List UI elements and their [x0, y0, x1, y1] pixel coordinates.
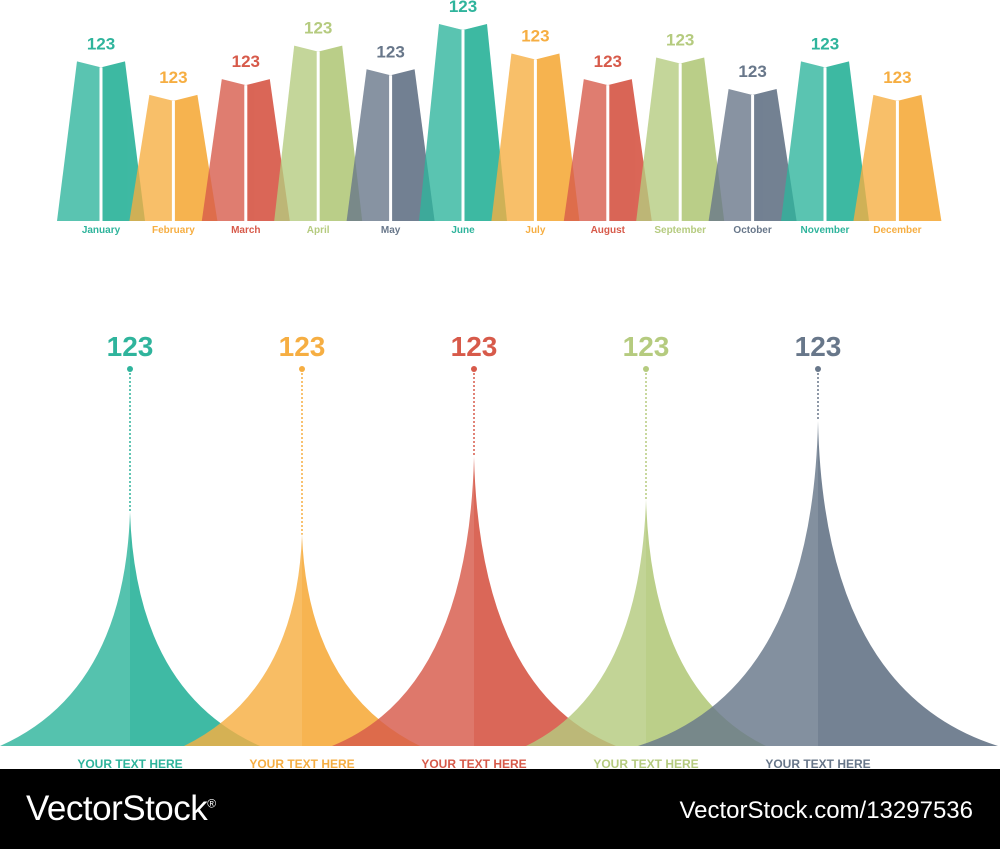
peak-shape-2 [184, 534, 420, 746]
bar-left-half [346, 69, 391, 221]
peak-leader-dot [299, 366, 305, 372]
peak-left-half [184, 534, 302, 746]
peak-right-half [474, 456, 616, 746]
month-value-label: 123 [883, 68, 911, 87]
peak-caption: YOUR TEXT HERE [421, 757, 526, 769]
month-value-label: 123 [304, 19, 332, 38]
month-bar-july [491, 53, 580, 221]
peak-shape-4 [526, 499, 766, 746]
bar-notch [154, 92, 193, 100]
peak-right-half [646, 499, 766, 746]
month-label: November [801, 225, 850, 236]
bar-notch [661, 55, 700, 63]
month-value-label: 123 [811, 34, 839, 53]
month-label: September [654, 225, 706, 236]
bar-right-half [825, 61, 869, 222]
peak-shape-5 [638, 421, 998, 746]
month-label: May [381, 225, 401, 236]
chart-svg: 123 January 123 February 123 March 123 April 123… [0, 0, 998, 769]
month-label: August [591, 225, 626, 236]
month-label: April [307, 225, 330, 236]
peak-leader-dot [471, 366, 477, 372]
peak-caption: YOUR TEXT HERE [77, 757, 182, 769]
peak-leader-dot [815, 366, 821, 372]
peak-left-half [526, 499, 646, 746]
month-value-label: 123 [87, 34, 115, 53]
peak-caption: YOUR TEXT HERE [249, 757, 354, 769]
month-value-label: 123 [159, 68, 187, 87]
peak-left-half [332, 456, 474, 746]
bar-notch [878, 92, 917, 100]
month-bar-december [853, 94, 942, 221]
footer-reference: VectorStock.com/13297536 [679, 797, 973, 824]
month-value-label: 123 [521, 27, 549, 46]
month-label: June [451, 225, 475, 236]
peak-value-label: 123 [795, 331, 842, 362]
peak-right-half [302, 534, 420, 746]
month-bar-november [781, 61, 869, 222]
bar-right-half [680, 57, 725, 221]
bar-right-half [897, 94, 942, 221]
month-value-label: 123 [376, 42, 404, 61]
registered-mark: ® [207, 796, 216, 811]
bar-left-half [57, 61, 101, 222]
month-label: March [231, 225, 260, 236]
month-label: July [525, 225, 545, 236]
month-value-label: 123 [449, 0, 477, 16]
bar-left-half [274, 45, 319, 221]
peak-right-half [130, 512, 260, 746]
month-value-label: 123 [594, 52, 622, 71]
bar-left-half [129, 94, 174, 221]
peak-left-half [0, 512, 130, 746]
footer-brand: VectorStock® [26, 789, 216, 828]
bar-notch [516, 51, 555, 59]
bar-notch [806, 59, 844, 67]
month-bar-january [57, 61, 145, 222]
bar-left-half [781, 61, 825, 222]
bar-left-half [853, 94, 898, 221]
month-label: December [873, 225, 921, 236]
peak-value-label: 123 [623, 331, 670, 362]
peak-value-label: 123 [107, 331, 154, 362]
peak-leader-dot [127, 366, 133, 372]
bar-notch [299, 43, 338, 51]
month-value-label: 123 [666, 30, 694, 49]
bar-left-half [201, 79, 246, 221]
bar-notch [588, 77, 627, 85]
peak-value-label: 123 [279, 331, 326, 362]
peak-value-label: 123 [451, 331, 498, 362]
bar-right-half [535, 53, 580, 221]
peak-shape-3 [332, 456, 616, 746]
bar-notch [371, 67, 410, 75]
watermark-footer: VectorStock® VectorStock.com/13297536 [0, 769, 1000, 849]
bar-left-half [636, 57, 681, 221]
peak-caption: YOUR TEXT HERE [593, 757, 698, 769]
bar-notch [444, 22, 482, 29]
bar-notch [82, 59, 120, 67]
peak-caption: YOUR TEXT HERE [765, 757, 870, 769]
month-bar-september [636, 57, 725, 221]
bar-left-half [708, 89, 753, 221]
month-bar-june [419, 24, 507, 221]
bar-left-half [491, 53, 536, 221]
bar-left-half [419, 24, 463, 221]
bar-left-half [563, 79, 608, 221]
bar-right-half [463, 24, 507, 221]
bar-notch [226, 77, 265, 85]
month-bar-april [274, 45, 363, 221]
peak-left-half [638, 421, 818, 746]
month-label: February [152, 225, 195, 236]
month-label: October [733, 225, 771, 236]
bar-right-half [318, 45, 363, 221]
bar-notch [733, 87, 772, 95]
bar-right-half [101, 61, 145, 222]
peak-leader-dot [643, 366, 649, 372]
peak-shape-1 [0, 512, 260, 746]
peak-right-half [818, 421, 998, 746]
month-label: January [82, 225, 121, 236]
month-value-label: 123 [232, 52, 260, 71]
month-value-label: 123 [738, 62, 766, 81]
